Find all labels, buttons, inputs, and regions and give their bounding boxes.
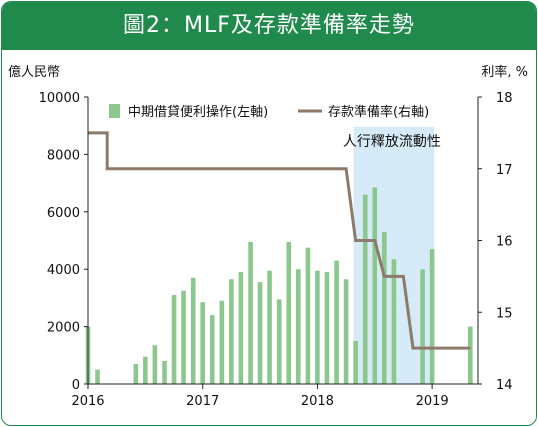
bar-5 [162,361,167,384]
left-tick-label-0: 0 [72,378,80,393]
bar-10 [209,315,215,384]
reserve-ratio-line [88,131,471,350]
bar-16 [267,270,272,384]
bar-14 [248,241,253,384]
bar-13 [238,272,244,384]
bar-15 [257,282,263,384]
bar-9 [200,302,206,384]
bar-27 [372,187,378,384]
bar-6 [171,295,177,384]
annotation-label: 人行釋放流動性 [343,134,441,150]
x-tick-label-0: 2016 [71,394,104,409]
bar-30 [420,269,425,384]
bar-25 [353,340,358,384]
bar-18 [286,241,292,384]
x-tick-label-2: 2018 [301,394,334,409]
bar-22 [324,272,330,384]
bar-29 [391,259,397,384]
right-tick-label-0: 14 [496,378,513,393]
bar-4 [152,345,158,384]
bar-12 [229,279,234,384]
left-tick-label-2: 4000 [47,263,80,278]
right-axis-unit: 利率, % [481,64,528,80]
bar-19 [295,269,301,384]
bar-24 [343,279,349,384]
bar-28 [381,231,387,384]
chart-title: 圖2：MLF及存款準備率走勢 [2,2,536,50]
bar-32 [468,326,473,384]
bar-17 [276,299,282,384]
left-tick-label-3: 6000 [47,206,80,221]
right-tick-label-3: 17 [496,163,513,178]
x-tick-label-1: 2017 [186,394,219,409]
bar-21 [315,270,320,384]
left-tick-label-4: 8000 [47,148,80,163]
bar-8 [190,277,196,384]
legend-label-line: 存款準備率(右軸) [328,104,429,120]
right-tick-label-2: 16 [496,235,513,250]
right-tick-label-4: 18 [496,91,513,106]
left-axis-unit: 億人民幣 [8,64,60,80]
legend-swatch-bar [109,104,120,118]
bar-31 [429,249,435,384]
left-tick-label-1: 2000 [47,321,80,336]
x-tick-label-3: 2019 [416,394,449,409]
legend-label-bar: 中期借貸便利操作(左軸) [128,104,268,120]
bar-3 [143,356,148,384]
bar-7 [181,290,186,384]
right-tick-label-1: 15 [496,306,513,321]
left-tick-label-5: 10000 [39,91,80,106]
bar-2 [133,363,139,384]
bar-23 [334,260,339,384]
bar-1 [95,369,100,384]
bar-26 [362,194,368,384]
bar-11 [219,300,225,384]
bar-20 [305,247,311,384]
